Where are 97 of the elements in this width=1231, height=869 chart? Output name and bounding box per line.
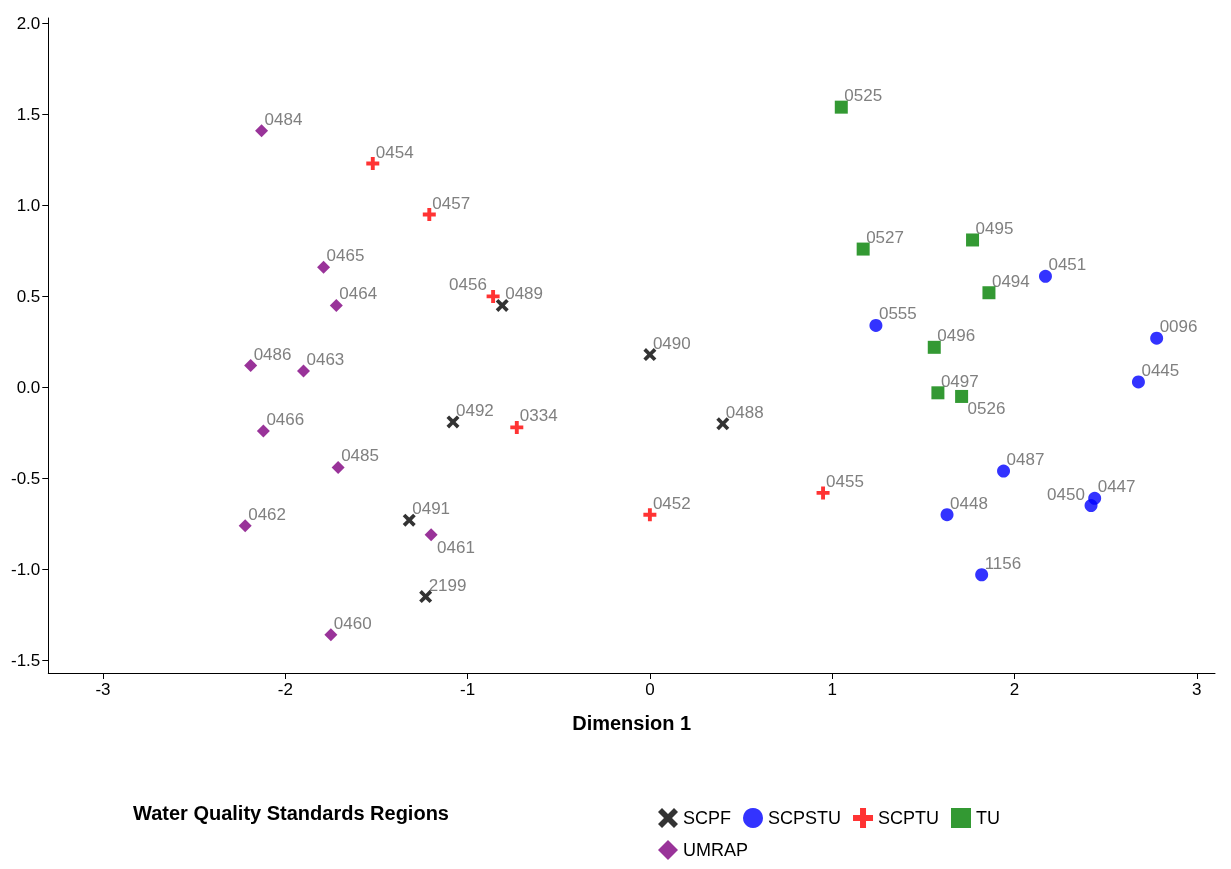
annotation: 0494 bbox=[991, 271, 1030, 291]
point bbox=[238, 519, 252, 533]
point bbox=[446, 415, 460, 429]
annotation: 0460 bbox=[333, 613, 372, 633]
annotation: 0454 bbox=[375, 142, 414, 162]
point bbox=[856, 242, 870, 256]
point bbox=[931, 386, 945, 400]
annotation: 0451 bbox=[1048, 255, 1087, 275]
point bbox=[997, 464, 1011, 478]
annotation: 0466 bbox=[266, 410, 305, 430]
point bbox=[975, 568, 989, 582]
y-tick-label: 1.0 bbox=[16, 195, 41, 215]
y-tick-label: 2.0 bbox=[16, 13, 41, 33]
point bbox=[256, 424, 270, 438]
point bbox=[510, 420, 524, 434]
annotation: 0496 bbox=[937, 326, 976, 346]
legend-label: SCPTU bbox=[878, 808, 940, 828]
point bbox=[927, 340, 941, 354]
annotation: 0448 bbox=[950, 493, 988, 513]
x-tick-label: 0 bbox=[645, 680, 655, 699]
point bbox=[1038, 269, 1052, 283]
legend-label: SCPSTU bbox=[768, 808, 842, 828]
annotation: 0465 bbox=[326, 246, 365, 266]
x-tick-label: 3 bbox=[1192, 680, 1202, 699]
annotation: 0463 bbox=[306, 349, 345, 369]
point bbox=[1131, 375, 1145, 389]
annotation: 0452 bbox=[652, 493, 691, 513]
y-tick-label: 0.0 bbox=[16, 377, 41, 397]
y-tick-label: -1.5 bbox=[11, 650, 41, 670]
y-tick-label: -0.5 bbox=[11, 468, 41, 488]
point bbox=[366, 157, 380, 171]
annotation: 0490 bbox=[652, 333, 691, 353]
point bbox=[331, 460, 345, 474]
legend-label: UMRAP bbox=[683, 840, 749, 860]
x-tick-label: -3 bbox=[95, 680, 111, 699]
x-tick-label: -1 bbox=[460, 680, 476, 699]
annotation: 0527 bbox=[866, 228, 904, 248]
point bbox=[244, 359, 258, 373]
point bbox=[869, 318, 883, 332]
y-tick-label: 1.5 bbox=[16, 104, 41, 124]
point bbox=[1150, 331, 1164, 345]
point bbox=[424, 528, 438, 542]
point bbox=[643, 508, 657, 522]
annotation: 0525 bbox=[844, 86, 883, 106]
point bbox=[966, 233, 980, 247]
point bbox=[1084, 499, 1098, 513]
legend-label: TU bbox=[976, 808, 1001, 828]
point bbox=[297, 364, 311, 378]
annotation: 0447 bbox=[1097, 477, 1136, 497]
annotation: 0456 bbox=[449, 275, 487, 295]
annotation: 0526 bbox=[967, 399, 1006, 419]
annotation: 0497 bbox=[940, 371, 979, 391]
point bbox=[982, 286, 996, 300]
point bbox=[422, 208, 436, 221]
point bbox=[402, 513, 416, 527]
annotation: 0555 bbox=[878, 304, 917, 324]
point bbox=[816, 486, 830, 500]
annotation: 0450 bbox=[1047, 484, 1085, 504]
annotation: 0462 bbox=[248, 504, 286, 524]
point bbox=[324, 628, 338, 642]
annotation: 0457 bbox=[432, 193, 471, 213]
point bbox=[834, 100, 848, 114]
point bbox=[716, 417, 730, 431]
point bbox=[495, 298, 509, 312]
y-tick-label: -1.0 bbox=[11, 559, 41, 579]
annotation: 0445 bbox=[1141, 360, 1180, 380]
annotation: 0455 bbox=[826, 471, 864, 491]
annotation: 0489 bbox=[505, 284, 544, 304]
annotation: 0492 bbox=[455, 400, 494, 420]
point bbox=[940, 508, 954, 522]
annotation: 0461 bbox=[437, 537, 475, 557]
annotation: 0334 bbox=[519, 406, 558, 426]
point bbox=[643, 348, 657, 362]
x-tick-label: 2 bbox=[1009, 680, 1020, 699]
point bbox=[317, 260, 331, 274]
x-axis-title: Dimension 1 bbox=[572, 712, 692, 734]
point bbox=[329, 298, 343, 312]
x-tick-label: 1 bbox=[827, 680, 837, 699]
point bbox=[419, 590, 433, 604]
annotation: 0096 bbox=[1159, 317, 1198, 337]
annotation: 0464 bbox=[339, 284, 378, 304]
annotation: 0485 bbox=[341, 446, 379, 466]
annotation: 0487 bbox=[1006, 450, 1045, 470]
annotation: 1156 bbox=[984, 553, 1022, 573]
annotation: 0495 bbox=[975, 218, 1014, 238]
annotation: 2199 bbox=[428, 575, 467, 595]
annotation: 0484 bbox=[264, 109, 303, 129]
annotation: 0486 bbox=[253, 344, 292, 364]
annotation: 0488 bbox=[725, 402, 764, 422]
point bbox=[486, 289, 500, 303]
legend-label: SCPF bbox=[683, 808, 732, 828]
legend-title: Water Quality Standards Regions bbox=[133, 802, 449, 824]
x-tick-label: -2 bbox=[277, 680, 293, 699]
point bbox=[255, 124, 269, 138]
point bbox=[955, 389, 969, 403]
y-tick-label: 0.5 bbox=[16, 286, 41, 306]
annotation: 0491 bbox=[412, 499, 451, 519]
